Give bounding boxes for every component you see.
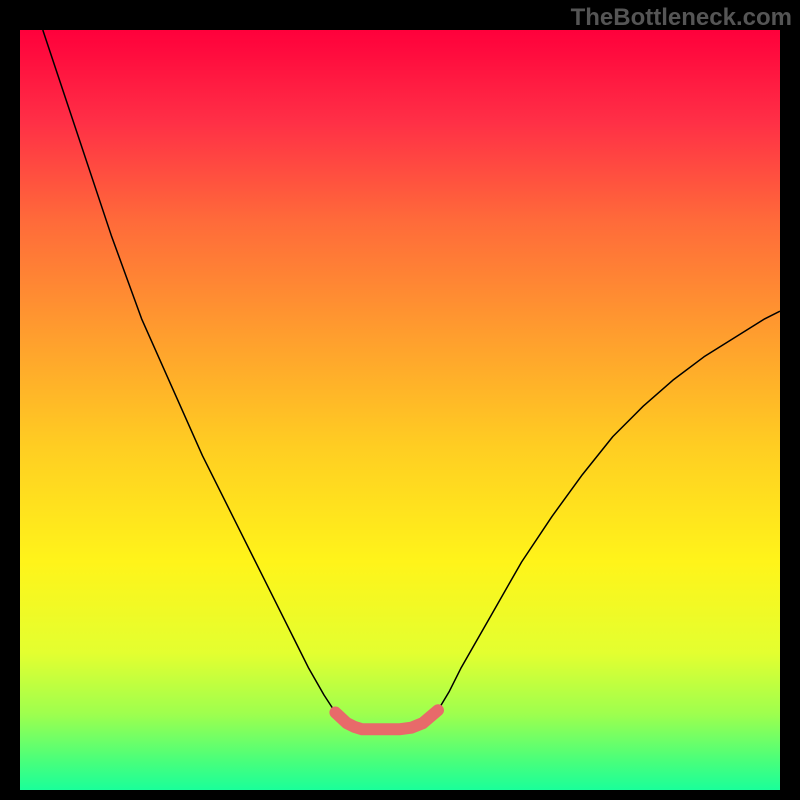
chart-svg	[20, 30, 780, 790]
plot-area	[20, 30, 780, 790]
chart-container: TheBottleneck.com	[0, 0, 800, 800]
chart-background	[20, 30, 780, 790]
watermark-text: TheBottleneck.com	[571, 4, 792, 32]
